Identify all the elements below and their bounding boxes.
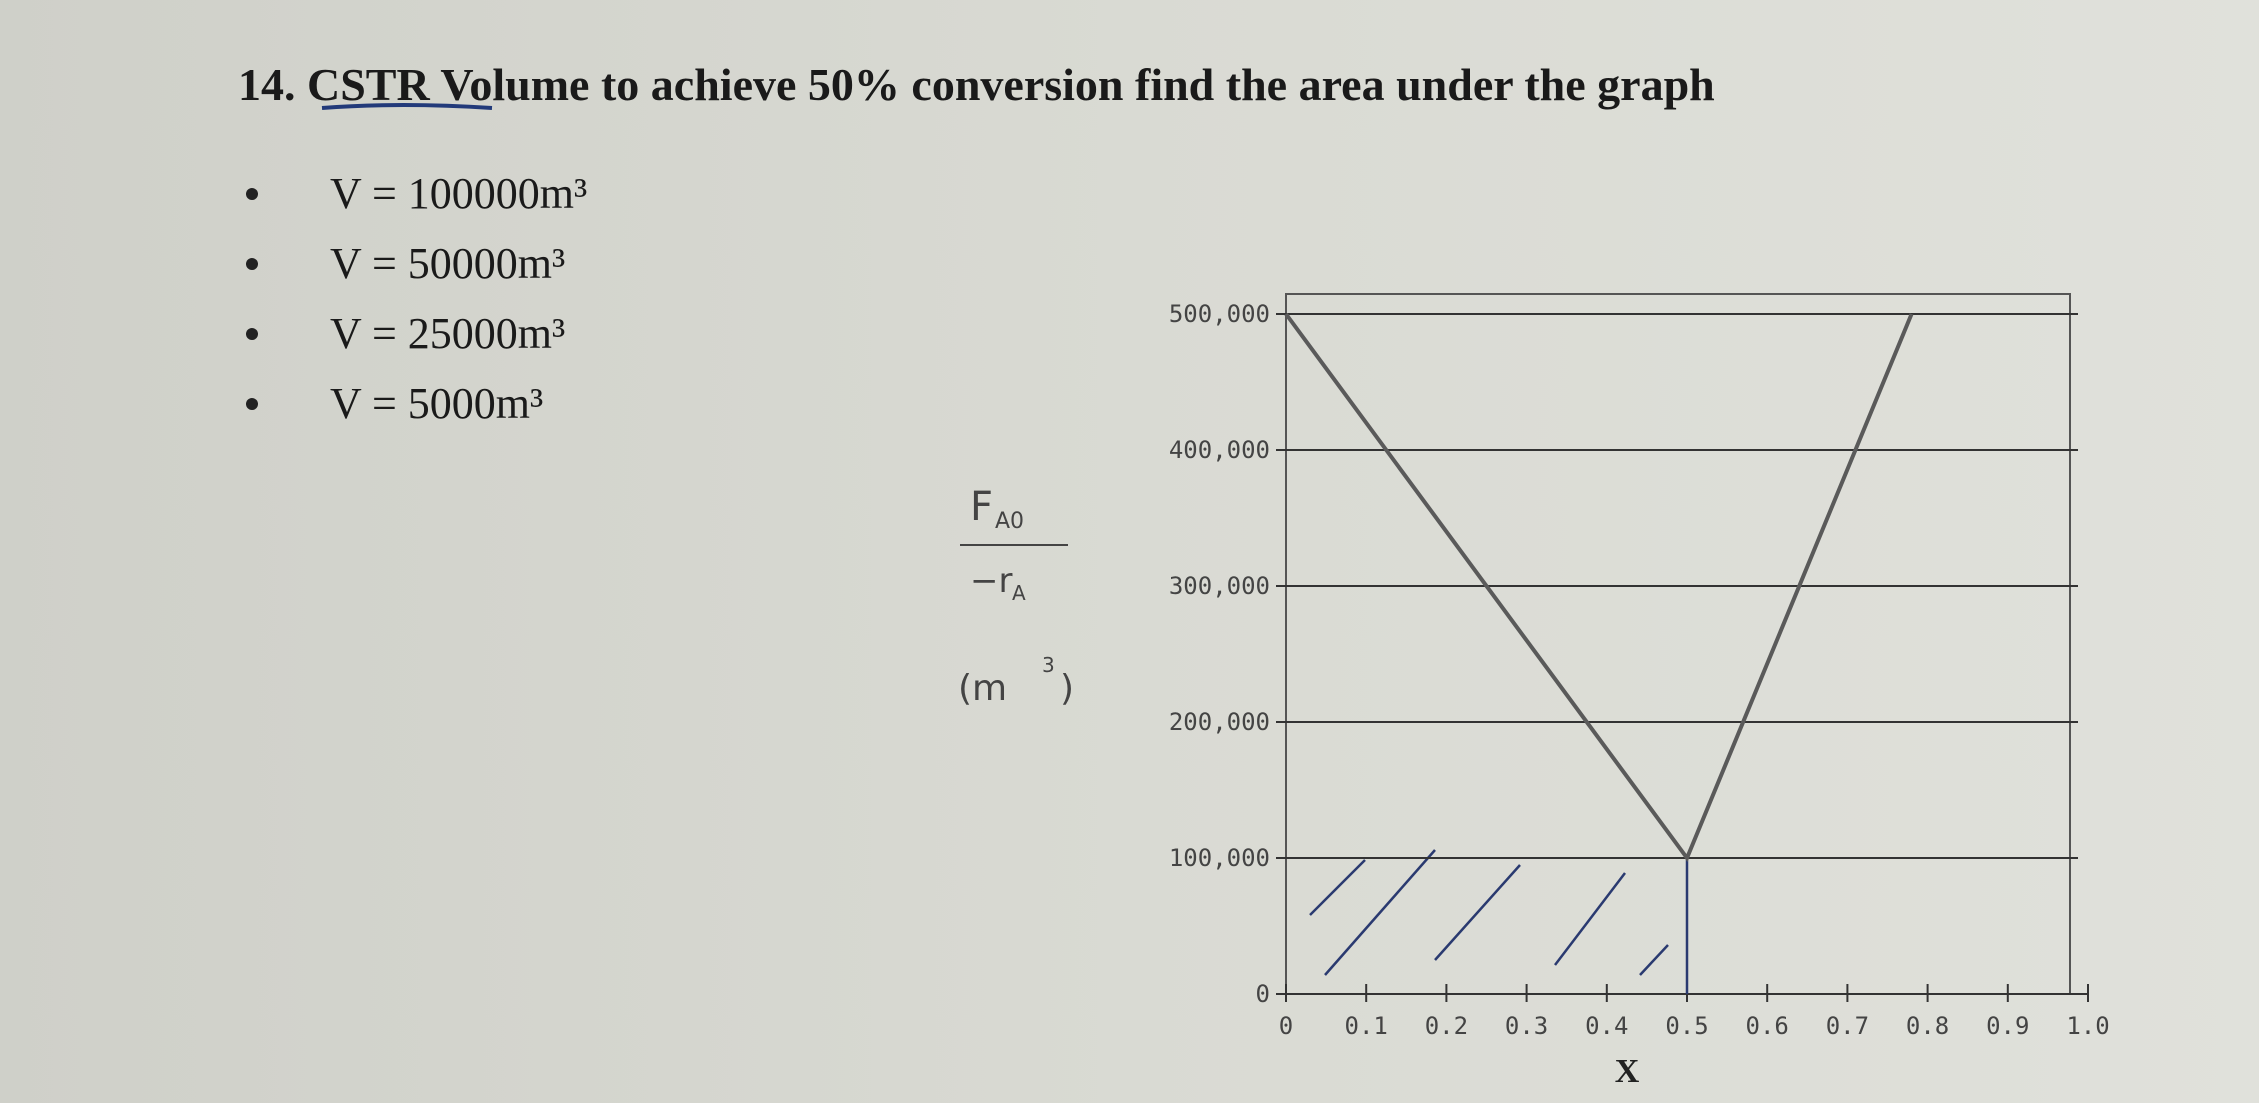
y-tick-label: 0	[1256, 980, 1270, 1008]
y-label-part: −r	[970, 561, 1012, 601]
y-tick-label: 500,000	[1169, 300, 1270, 328]
hatch-line	[1554, 872, 1626, 966]
option: V = 100000m³	[330, 169, 587, 218]
hatch-line	[1309, 859, 1366, 916]
data-line	[1284, 312, 1914, 863]
bullet	[246, 188, 258, 200]
bullet	[246, 258, 258, 270]
bullet	[246, 328, 258, 340]
option: V = 5000m³	[330, 379, 543, 428]
x-tick-label: 0.2	[1425, 1012, 1468, 1040]
underline	[321, 103, 493, 110]
y-label-part: F	[970, 484, 993, 530]
y-label-part: 3	[1042, 653, 1055, 677]
y-label-part: A0	[995, 509, 1024, 534]
y-tick-label: 400,000	[1169, 436, 1270, 464]
x-tick-label: 0.8	[1906, 1012, 1949, 1040]
plot-frame	[1285, 293, 2071, 995]
y-axis-label: F A0 −r A (m 3 )	[958, 484, 1074, 709]
x-tick-label: 0.5	[1665, 1012, 1708, 1040]
y-tick-label: 300,000	[1169, 572, 1270, 600]
x-axis-label: X	[1615, 1053, 1640, 1090]
x-tick-label: 0.4	[1585, 1012, 1628, 1040]
hatching	[1309, 849, 1669, 976]
hatch-line	[1434, 864, 1521, 961]
x-tick-label: 0	[1279, 1012, 1293, 1040]
y-label-part: A	[1012, 581, 1026, 605]
y-label-part: (m	[958, 668, 1007, 709]
y-tick-label: 200,000	[1169, 708, 1270, 736]
hatch-line	[1324, 849, 1436, 976]
question-title: 14. CSTR Volume to achieve 50% conversio…	[238, 59, 1715, 110]
x-tick-label: 1.0	[2066, 1012, 2109, 1040]
hatch-line	[1639, 944, 1669, 976]
option: V = 50000m³	[330, 239, 565, 288]
y-tick-label: 100,000	[1169, 844, 1270, 872]
x-tick-label: 0.3	[1505, 1012, 1548, 1040]
option: V = 25000m³	[330, 309, 565, 358]
y-label-part: )	[1060, 668, 1074, 709]
x-tick-label: 0.6	[1746, 1012, 1789, 1040]
x-tick-label: 0.9	[1986, 1012, 2029, 1040]
bullet	[246, 398, 258, 410]
x-tick-label: 0.7	[1826, 1012, 1869, 1040]
options: V = 100000m³ V = 50000m³ V = 25000m³ V =…	[246, 169, 587, 428]
x-tick-label: 0.1	[1345, 1012, 1388, 1040]
